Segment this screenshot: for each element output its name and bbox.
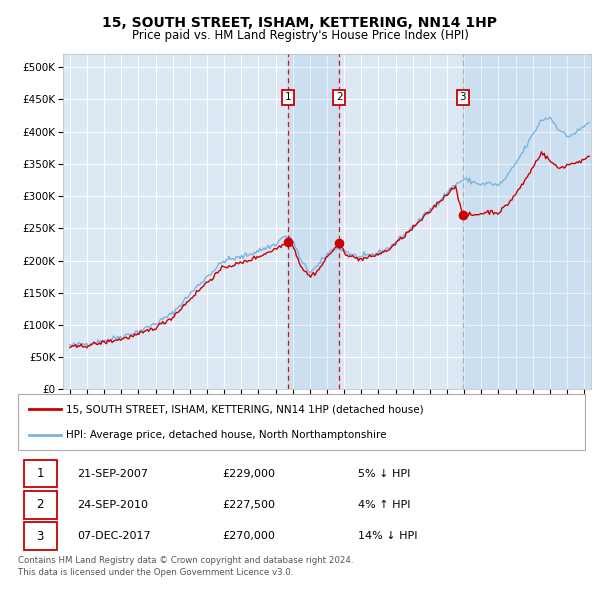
Text: 15, SOUTH STREET, ISHAM, KETTERING, NN14 1HP (detached house): 15, SOUTH STREET, ISHAM, KETTERING, NN14… xyxy=(66,404,424,414)
Text: Contains HM Land Registry data © Crown copyright and database right 2024.: Contains HM Land Registry data © Crown c… xyxy=(18,556,353,565)
Bar xyxy=(23,523,56,550)
Text: 1: 1 xyxy=(37,467,44,480)
Text: 1: 1 xyxy=(284,93,291,103)
Text: 07-DEC-2017: 07-DEC-2017 xyxy=(77,531,151,541)
Bar xyxy=(463,54,591,389)
Text: 2: 2 xyxy=(37,499,44,512)
Text: 21-SEP-2007: 21-SEP-2007 xyxy=(77,469,149,478)
Text: Price paid vs. HM Land Registry's House Price Index (HPI): Price paid vs. HM Land Registry's House … xyxy=(131,29,469,42)
Bar xyxy=(23,491,56,519)
Text: 15, SOUTH STREET, ISHAM, KETTERING, NN14 1HP: 15, SOUTH STREET, ISHAM, KETTERING, NN14… xyxy=(103,16,497,30)
Bar xyxy=(23,460,56,487)
Text: 2: 2 xyxy=(336,93,343,103)
Text: 24-SEP-2010: 24-SEP-2010 xyxy=(77,500,149,510)
Text: £227,500: £227,500 xyxy=(222,500,275,510)
Text: £270,000: £270,000 xyxy=(222,531,275,541)
Text: 3: 3 xyxy=(460,93,466,103)
Text: 3: 3 xyxy=(37,530,44,543)
Text: 14% ↓ HPI: 14% ↓ HPI xyxy=(358,531,418,541)
Text: 5% ↓ HPI: 5% ↓ HPI xyxy=(358,469,410,478)
Text: 4% ↑ HPI: 4% ↑ HPI xyxy=(358,500,410,510)
Bar xyxy=(288,54,340,389)
Text: This data is licensed under the Open Government Licence v3.0.: This data is licensed under the Open Gov… xyxy=(18,568,293,576)
Text: HPI: Average price, detached house, North Northamptonshire: HPI: Average price, detached house, Nort… xyxy=(66,430,386,440)
Text: £229,000: £229,000 xyxy=(222,469,275,478)
